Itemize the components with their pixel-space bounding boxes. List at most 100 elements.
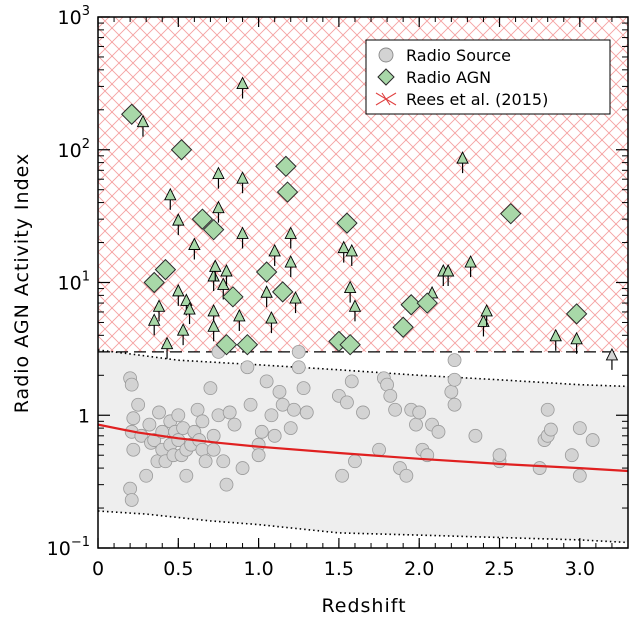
radio-source-point — [447, 372, 462, 387]
radio-source-point — [356, 405, 370, 420]
radio-source-point — [124, 493, 139, 507]
median-curve — [98, 423, 629, 473]
radio-source-point — [287, 402, 301, 417]
legend-label: Rees et al. (2015) — [406, 90, 548, 109]
upper-limit-marker — [212, 200, 225, 223]
upper-limit-triangle — [209, 259, 222, 272]
legend-diamond-icon — [377, 68, 395, 86]
y-tick-label: 1 — [78, 405, 90, 427]
upper-limit-marker — [147, 313, 161, 336]
radio-source-point — [147, 433, 162, 447]
upper-limit-triangle — [570, 331, 583, 345]
upper-limit-triangle — [147, 313, 161, 326]
upper-limit-marker — [164, 187, 177, 210]
upper-limit-marker — [212, 166, 225, 189]
upper-limit-triangle — [284, 226, 297, 239]
radio-agn-point — [191, 208, 214, 230]
radio-source-point — [383, 388, 398, 403]
upper-limit-marker — [337, 240, 350, 263]
upper-limit-triangle — [268, 243, 281, 257]
radio-source-point — [335, 468, 350, 483]
radio-agn-point — [236, 333, 259, 356]
radio-source-point — [572, 468, 587, 483]
upper-limit-marker — [605, 347, 619, 370]
upper-limit-triangle — [172, 283, 185, 297]
radio-source-point — [348, 454, 362, 469]
radio-source-point — [409, 417, 423, 432]
upper-limit-triangle — [180, 293, 193, 306]
upper-limit-triangle — [260, 285, 273, 298]
radio-source-point — [264, 408, 279, 423]
radio-agn-point — [400, 294, 422, 316]
radio-agn-point — [275, 155, 297, 178]
radio-source-point — [283, 421, 298, 436]
radio-source-point — [179, 468, 194, 483]
legend-circle-icon — [378, 47, 394, 63]
radio-agn-point — [154, 258, 177, 281]
radio-source-point — [532, 461, 547, 475]
upper-limit-triangle — [441, 263, 455, 277]
radio-agn-point — [500, 202, 522, 225]
radio-agn-point — [339, 333, 361, 356]
radio-source-point — [431, 424, 446, 439]
upper-limit-marker — [152, 299, 166, 322]
upper-limit-marker — [207, 319, 220, 342]
radio-source-point — [243, 397, 258, 412]
upper-limit-marker — [183, 302, 196, 325]
radio-source-point — [544, 422, 558, 437]
radio-source-point — [142, 417, 157, 432]
radio-source-point — [275, 397, 290, 412]
radio-source-point — [444, 384, 459, 399]
radio-source-point — [251, 448, 266, 463]
upper-limit-triangle — [236, 226, 249, 239]
upper-limit-triangle — [212, 200, 225, 214]
upper-limit-triangle — [284, 255, 297, 268]
upper-limit-triangle — [549, 328, 562, 342]
radio-source-point — [190, 402, 205, 417]
radio-source-point — [240, 360, 255, 375]
legend-box — [365, 39, 611, 115]
y-axis-title: Radio AGN Activity Index — [11, 153, 33, 413]
upper-limit-marker — [289, 291, 302, 314]
upper-limit-triangle — [265, 311, 278, 324]
radio-source-point — [447, 353, 462, 368]
radio-source-point — [198, 454, 213, 469]
radio-source-point — [291, 360, 306, 375]
radio-source-point — [219, 477, 234, 492]
upper-limit-triangle — [183, 302, 196, 315]
upper-limit-triangle — [464, 255, 477, 268]
axes: 0 0.5 1.0 1.5 2.0 2.5 3.0 10−1 1 101 102 103 — [47, 4, 629, 580]
radio-agn-point — [170, 139, 193, 161]
upper-limit-marker — [549, 328, 562, 351]
radio-source-point — [259, 374, 274, 389]
upper-limit-marker — [136, 114, 150, 137]
radio-source-point — [123, 481, 138, 496]
legend-entry: Radio Source — [378, 46, 511, 65]
radio-agn-point — [222, 286, 244, 308]
radio-agn-point — [276, 181, 299, 203]
radio-source-point — [468, 428, 483, 443]
radio-source-point — [171, 408, 186, 423]
radio-agn-point — [215, 333, 238, 356]
radio-source-point — [344, 374, 359, 389]
radio-source-point — [572, 421, 587, 436]
radio-source-point — [216, 454, 231, 469]
upper-limit-triangle — [207, 319, 220, 332]
upper-limit-triangle — [207, 303, 220, 317]
radio-agn-point — [143, 271, 165, 294]
legend-entry: Radio AGN — [377, 68, 491, 87]
legend-label: Radio Source — [406, 46, 511, 65]
upper-limit-marker — [207, 268, 220, 292]
radio-source-point — [203, 381, 218, 396]
legend-hatch-icon — [375, 92, 397, 106]
upper-limit-marker — [209, 259, 222, 282]
upper-limit-triangle — [160, 336, 174, 350]
legend-label: Radio AGN — [406, 68, 491, 87]
upper-limit-marker — [236, 226, 249, 249]
upper-limit-marker — [236, 76, 249, 99]
radio-source-point — [222, 405, 237, 420]
upper-limit-marker — [284, 255, 297, 278]
radio-source-point — [412, 405, 427, 420]
radio-agn-point — [121, 103, 143, 125]
radio-agn-point — [392, 316, 414, 338]
